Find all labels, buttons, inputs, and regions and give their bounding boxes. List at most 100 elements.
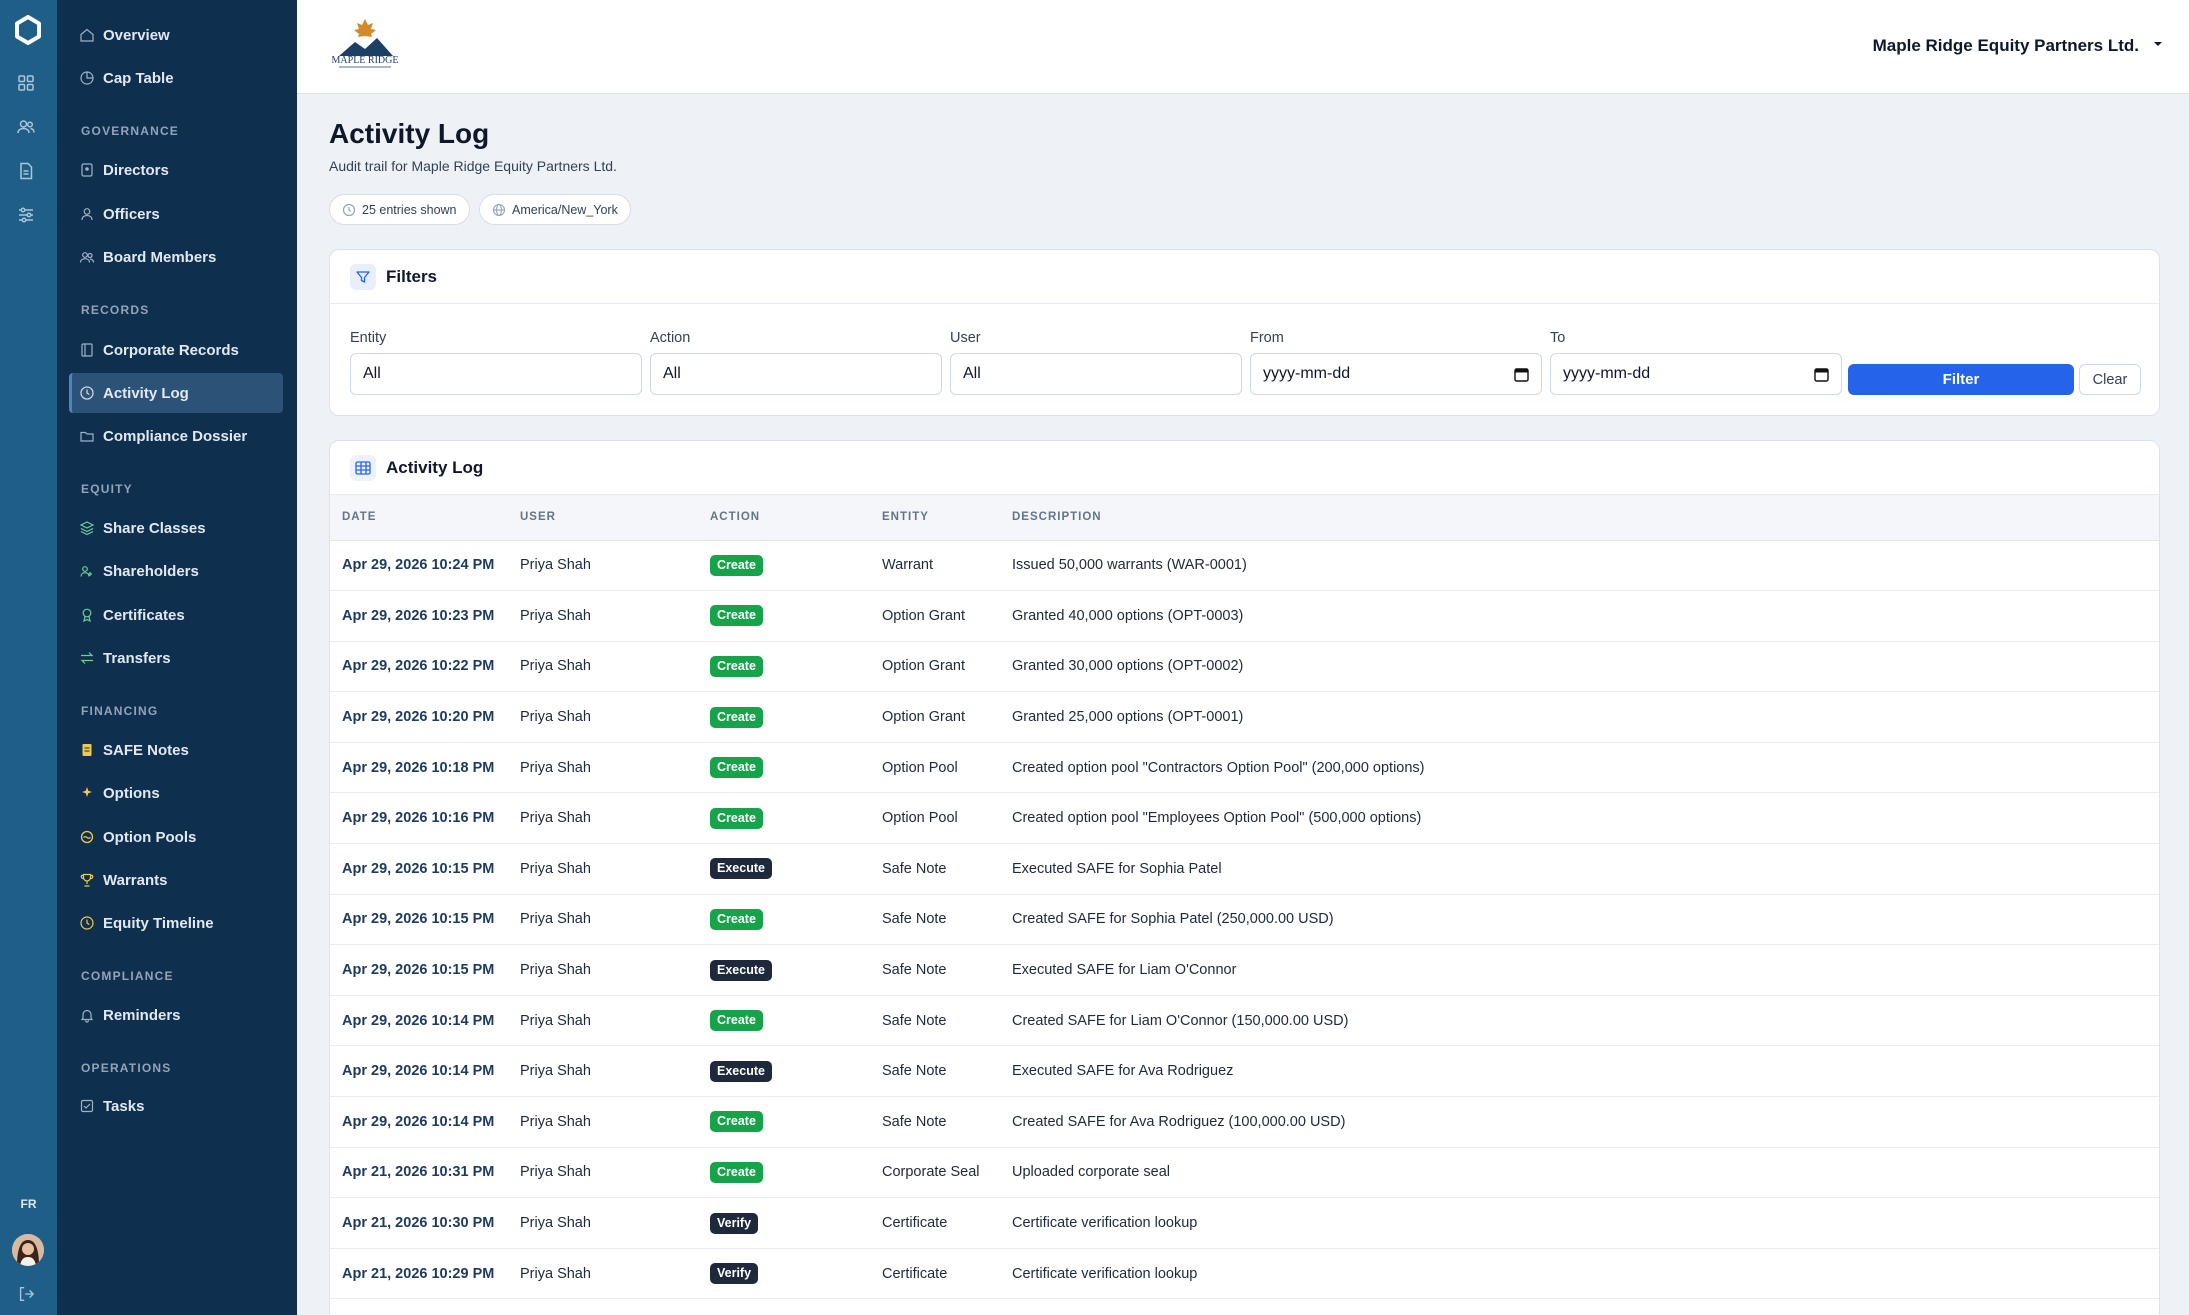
cell-description: Granted 25,000 options (OPT-0001) (1012, 709, 1244, 726)
column-header-action[interactable]: ACTION (710, 495, 882, 541)
company-selector[interactable]: Maple Ridge Equity Partners Ltd. (1872, 36, 2139, 55)
cell-action: Execute (710, 945, 882, 996)
column-header-entity[interactable]: ENTITY (882, 495, 1012, 541)
sidebar-item-tasks[interactable]: Tasks (69, 1086, 283, 1126)
user-select[interactable]: All (950, 353, 1242, 395)
cell-entity: Safe Note (882, 860, 947, 877)
cell-entity: Certificate (882, 1265, 948, 1282)
action-label: Action (650, 330, 691, 346)
cell-description: Granted 40,000 options (OPT-0003) (1012, 607, 1244, 624)
action-badge: Execute (710, 1060, 772, 1082)
sidebar-heading-governance: GOVERNANCE (81, 124, 180, 138)
filter-button[interactable]: Filter (1848, 364, 2074, 395)
book-icon (79, 342, 95, 358)
sidebar-heading-compliance: COMPLIANCE (81, 969, 174, 983)
sidebar-item-board-members[interactable]: Board Members (69, 237, 283, 277)
entity-select[interactable]: All (350, 353, 642, 395)
cell-action: Verify (710, 1248, 882, 1299)
cell-description: Executed SAFE for Sophia Patel (1012, 860, 1222, 877)
id-badge-icon (79, 162, 95, 178)
document-icon[interactable] (16, 161, 36, 181)
language-switch[interactable]: FR (20, 1197, 37, 1211)
logout-icon[interactable] (17, 1285, 35, 1303)
table-row[interactable]: Apr 21, 2026 10:30 PM Priya Shah Verify Cer… (330, 1198, 2159, 1249)
sidebar-item-label: Officers (103, 205, 160, 223)
sidebar-item-certificates[interactable]: Certificates (69, 595, 283, 635)
cell-description: Created SAFE for Liam O'Connor (150,000.… (1012, 1012, 1349, 1029)
table-row[interactable]: Apr 29, 2026 10:15 PM Priya Shah Execute Sa… (330, 945, 2159, 996)
sidebar-item-activity-log[interactable]: Activity Log (69, 373, 283, 413)
sidebar-item-cap-table[interactable]: Cap Table (69, 58, 283, 98)
calendar-icon[interactable] (1814, 367, 1829, 382)
table-row[interactable]: Apr 29, 2026 10:23 PM Priya Shah Create Opt… (330, 591, 2159, 642)
sidebar-item-label: Certificates (103, 606, 185, 624)
action-badge: Create (710, 757, 763, 779)
column-header-user[interactable]: USER (520, 495, 710, 541)
sliders-icon[interactable] (16, 205, 36, 225)
cell-description: Issued 50,000 warrants (WAR-0001) (1012, 557, 1247, 574)
table-row[interactable]: Apr 29, 2026 10:20 PM Priya Shah Create Opt… (330, 692, 2159, 743)
table-row[interactable]: Apr 29, 2026 10:14 PM Priya Shah Create Saf… (330, 1097, 2159, 1148)
table-row[interactable]: Apr 29, 2026 10:14 PM Priya Shah Create Saf… (330, 995, 2159, 1046)
chevron-down-icon[interactable] (2152, 38, 2164, 50)
table-row[interactable]: Apr 29, 2026 10:16 PM Priya Shah Create Opt… (330, 793, 2159, 844)
sidebar-item-transfers[interactable]: Transfers (69, 638, 283, 678)
sidebar-item-directors[interactable]: Directors (69, 150, 283, 190)
cell-date: Apr 29, 2026 10:15 PM (342, 911, 495, 928)
user-label: User (950, 330, 981, 346)
home-icon (79, 27, 95, 43)
table-row[interactable]: Apr 29, 2026 10:14 PM Priya Shah Execute Sa… (330, 1046, 2159, 1097)
sidebar-item-option-pools[interactable]: Option Pools (69, 817, 283, 857)
people-icon[interactable] (16, 117, 36, 137)
filters-title: Filters (386, 266, 438, 286)
column-header-date[interactable]: DATE (330, 495, 520, 541)
table-header-row: DATE USER ACTION ENTITY DESCRIPTION (330, 495, 2159, 541)
action-badge: Execute (710, 858, 772, 880)
cell-entity: Option Grant (882, 658, 966, 675)
column-header-description[interactable]: DESCRIPTION (1012, 495, 2159, 541)
cell-entity: Corporate Seal (882, 1164, 980, 1181)
cell-user: Priya Shah (520, 810, 591, 827)
calendar-icon[interactable] (1514, 367, 1529, 382)
table-row[interactable]: Apr 21, 2026 10:29 PM Priya Shah Verify Cer… (330, 1248, 2159, 1299)
award-icon (79, 607, 95, 623)
action-select[interactable]: All (650, 353, 942, 395)
cell-action: Execute (710, 1046, 882, 1097)
sidebar-item-reminders[interactable]: Reminders (69, 995, 283, 1035)
sidebar-item-label: Reminders (103, 1006, 181, 1024)
cell-description: Granted 30,000 options (OPT-0002) (1012, 658, 1244, 675)
table-row[interactable]: Apr 29, 2026 10:15 PM Priya Shah Execute Sa… (330, 844, 2159, 895)
action-badge: Verify (710, 1263, 759, 1285)
table-row[interactable]: Apr 29, 2026 10:24 PM Priya Shah Create War… (330, 540, 2159, 591)
action-badge: Create (710, 908, 763, 930)
table-row[interactable]: Apr 21, 2026 10:31 PM Priya Shah Create Cor… (330, 1147, 2159, 1198)
table-row[interactable]: Apr 29, 2026 10:18 PM Priya Shah Create Opt… (330, 742, 2159, 793)
company-logo: MAPLE RIDGE (332, 19, 399, 68)
svg-text:MAPLE RIDGE: MAPLE RIDGE (332, 55, 399, 66)
clear-button[interactable]: Clear (2079, 364, 2141, 395)
sidebar-item-overview[interactable]: Overview (69, 15, 283, 55)
sidebar-item-label: Transfers (103, 649, 171, 667)
sidebar-item-share-classes[interactable]: Share Classes (69, 508, 283, 548)
timeline-icon (79, 915, 95, 931)
to-date-input[interactable]: yyyy-mm-dd (1550, 353, 1842, 395)
sidebar-item-corporate-records[interactable]: Corporate Records (69, 330, 283, 370)
grid-icon[interactable] (16, 73, 36, 93)
cell-action: Create (710, 692, 882, 743)
user-avatar[interactable] (12, 1234, 44, 1266)
from-date-input[interactable]: yyyy-mm-dd (1250, 353, 1542, 395)
table-row[interactable]: Apr 29, 2026 10:22 PM Priya Shah Create Opt… (330, 641, 2159, 692)
cell-user: Priya Shah (520, 759, 591, 776)
sidebar-item-options[interactable]: Options (69, 773, 283, 813)
shareholders-icon (79, 563, 95, 579)
sidebar-item-shareholders[interactable]: Shareholders (69, 551, 283, 591)
cell-date: Apr 29, 2026 10:16 PM (342, 810, 495, 827)
sidebar-item-safe-notes[interactable]: SAFE Notes (69, 730, 283, 770)
sidebar-item-equity-timeline[interactable]: Equity Timeline (69, 903, 283, 943)
sidebar-item-officers[interactable]: Officers (69, 194, 283, 234)
sidebar-item-warrants[interactable]: Warrants (69, 860, 283, 900)
app-logo-icon[interactable] (12, 14, 44, 46)
sidebar-item-compliance-dossier[interactable]: Compliance Dossier (69, 416, 283, 456)
table-row[interactable]: Apr 29, 2026 10:15 PM Priya Shah Create Saf… (330, 894, 2159, 945)
page-title: Activity Log (329, 118, 490, 149)
